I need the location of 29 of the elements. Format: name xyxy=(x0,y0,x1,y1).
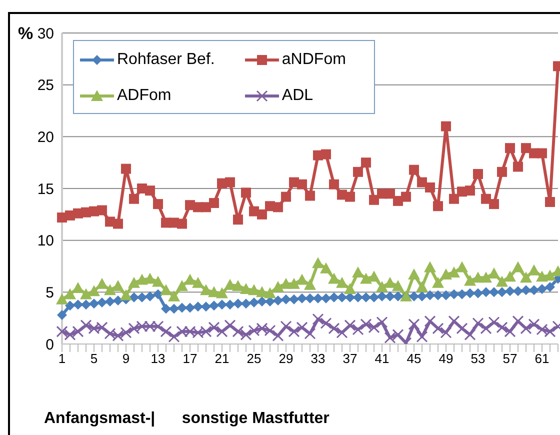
y-tick-label: 10 xyxy=(37,232,54,250)
legend-label: ADL xyxy=(282,87,314,105)
x-tick-label: 29 xyxy=(278,351,294,366)
x-tick-label: 53 xyxy=(470,351,486,366)
x-tick-label: 1 xyxy=(58,351,66,366)
x-tick-label: 25 xyxy=(246,351,262,366)
x-tick-label: 61 xyxy=(534,351,550,366)
x-tick-label: 49 xyxy=(438,351,454,366)
y-tick-label: 0 xyxy=(46,336,54,354)
x-tick-label: 33 xyxy=(310,351,326,366)
x-tick-label: 13 xyxy=(150,351,166,366)
x-tick-label: 5 xyxy=(90,351,98,366)
y-tick-label: 20 xyxy=(37,128,54,146)
x-tick-label: 37 xyxy=(342,351,358,366)
x-tick-label: 45 xyxy=(406,351,422,366)
x-tick-label: 9 xyxy=(122,351,130,366)
x-tick-label: 17 xyxy=(182,351,198,366)
y-tick-label: 15 xyxy=(37,180,54,198)
x-tick-label: 41 xyxy=(374,351,390,366)
legend-label: ADFom xyxy=(117,87,172,105)
x-axis-title: Anfangsmast-| sonstige Mastfutter xyxy=(44,410,330,428)
y-tick-label: 25 xyxy=(37,77,54,94)
x-tick-label: 21 xyxy=(214,351,230,366)
legend-label: aNDFom xyxy=(282,51,346,69)
x-tick-label: 57 xyxy=(502,351,518,366)
legend-label: Rohfaser Bef. xyxy=(117,51,215,69)
y-axis-title: % xyxy=(18,24,34,44)
y-tick-label: 30 xyxy=(37,25,54,42)
y-tick-label: 5 xyxy=(46,284,54,302)
